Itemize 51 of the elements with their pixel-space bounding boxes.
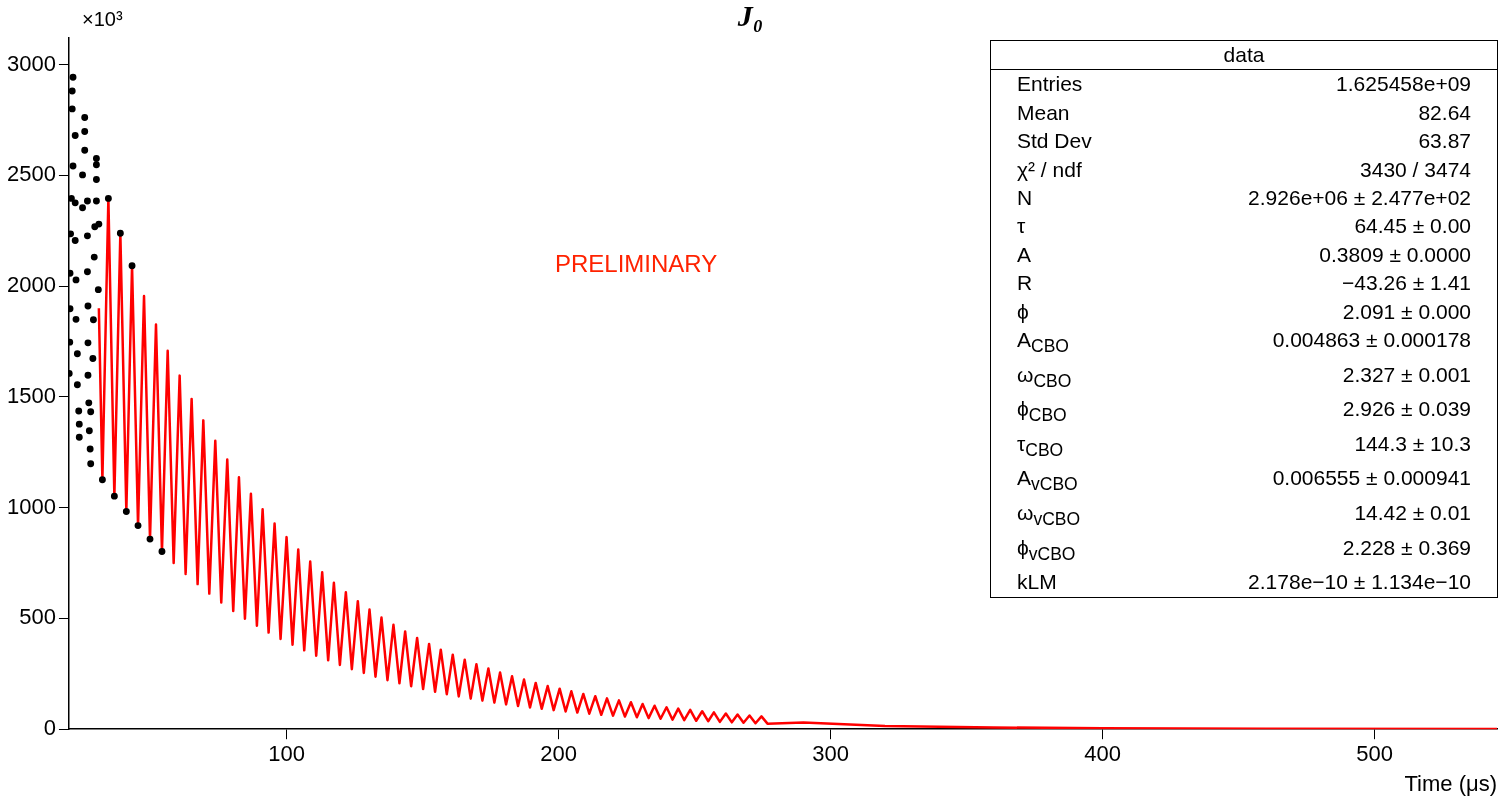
- y-tick-label: 1500: [6, 382, 56, 408]
- y-tick-label: 2500: [6, 161, 56, 187]
- x-tick-label: 400: [1084, 741, 1121, 767]
- annotation: R: [1017, 270, 1033, 297]
- x-tick-label: 200: [540, 741, 577, 767]
- annotation: 2.091 ± 0.000: [1342, 298, 1471, 325]
- annotation: data: [991, 41, 1497, 71]
- annotation: χ² / ndf: [1017, 156, 1082, 183]
- annotation: ω$_{CBO}$: [1017, 361, 1072, 393]
- annotation: Std Dev: [1017, 128, 1092, 155]
- annotation: kLM: [1017, 569, 1057, 596]
- y-tick-label: 0: [43, 715, 56, 741]
- y-tick-label: 3000: [6, 50, 56, 76]
- annotation: 1.625458e+09: [1336, 71, 1471, 98]
- annotation: 82.64: [1418, 99, 1471, 126]
- annotation: τ$_{CBO}$: [1017, 430, 1064, 463]
- annotation: 2.178e−10 ± 1.134e−10: [1248, 569, 1471, 596]
- y-tick-label: 500: [19, 604, 56, 630]
- annotation: −43.26 ± 1.41: [1342, 270, 1471, 297]
- x-tick-label: 300: [812, 741, 849, 767]
- annotation: PRELIMINARY: [555, 250, 718, 278]
- annotation: ϕ$_{CBO}$: [1017, 396, 1067, 428]
- annotation: 3430 / 3474: [1360, 156, 1471, 183]
- annotation: ϕ: [1017, 298, 1029, 325]
- annotation: τ: [1017, 213, 1026, 240]
- annotation: A$_{CBO}$: [1017, 327, 1069, 359]
- annotation: 2.327 ± 0.001: [1342, 361, 1471, 388]
- annotation: 2.926 ± 0.039: [1342, 396, 1471, 423]
- annotation: 144.3 ± 10.3: [1354, 430, 1471, 457]
- y-tick-label: 2000: [6, 272, 56, 298]
- annotation: 2.926e+06 ± 2.477e+02: [1248, 185, 1471, 212]
- annotation: 0.004863 ± 0.000178: [1272, 327, 1471, 354]
- annotation: 64.45 ± 0.00: [1354, 213, 1471, 240]
- annotation: Entries: [1017, 71, 1083, 98]
- annotation: ω$_{vCBO}$: [1017, 500, 1081, 532]
- text: ×10³: [82, 8, 123, 31]
- chart-title: J₀: [736, 0, 764, 32]
- annotation: 0.3809 ± 0.0000: [1319, 241, 1471, 268]
- annotation: Mean: [1017, 99, 1070, 126]
- x-axis-title: Time (μs): [1404, 770, 1497, 796]
- annotation: A: [1017, 241, 1032, 268]
- x-tick-label: 100: [268, 741, 305, 767]
- annotation: N: [1017, 185, 1033, 212]
- annotation: 2.228 ± 0.369: [1342, 534, 1471, 561]
- annotation: A$_{vCBO}$: [1017, 465, 1078, 497]
- annotation: 14.42 ± 0.01: [1354, 500, 1471, 527]
- y-tick-label: 1000: [6, 493, 56, 519]
- x-tick-label: 500: [1356, 741, 1393, 767]
- annotation: 0.006555 ± 0.000941: [1272, 465, 1471, 492]
- annotation: 63.87: [1418, 128, 1471, 155]
- annotation: ϕ$_{vCBO}$: [1017, 534, 1076, 566]
